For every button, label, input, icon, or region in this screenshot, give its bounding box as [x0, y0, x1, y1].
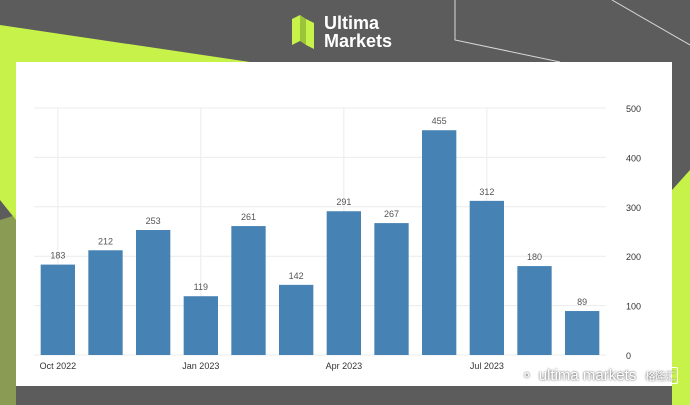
bar-9: [469, 200, 504, 355]
bar-value-label-9: 312: [479, 187, 494, 197]
bar-11: [565, 311, 600, 355]
bar-value-label-1: 212: [98, 236, 113, 246]
y-tick-label-4: 400: [626, 153, 641, 163]
bar-value-label-6: 291: [336, 197, 351, 207]
bar-value-label-10: 180: [527, 252, 542, 262]
y-tick-label-5: 500: [626, 104, 641, 114]
logo-line1: Ultima: [324, 13, 380, 33]
bar-2: [136, 230, 171, 355]
bar-value-label-5: 142: [289, 271, 304, 281]
bar-0: [40, 264, 75, 355]
bar-5: [279, 284, 314, 355]
y-tick-label-1: 100: [626, 302, 641, 312]
chart-card: 0 100 200 300 400 500 183 212 253 119 261 142 291 267…: [16, 62, 672, 386]
wechat-icon: ⚬: [521, 367, 533, 383]
bar-6: [326, 211, 361, 355]
bar-8: [422, 130, 457, 355]
bar-10: [517, 266, 552, 355]
logo-mark-icon: [292, 15, 314, 49]
watermark-badge: 格隆汇: [642, 367, 679, 384]
bar-value-label-2: 253: [146, 216, 161, 226]
watermark-text: ultima markets: [538, 367, 637, 384]
bar-3: [183, 296, 218, 355]
logo-line2: Markets: [324, 31, 393, 51]
bar-1: [88, 250, 123, 355]
y-tick-label-3: 300: [626, 203, 641, 213]
bar-value-label-8: 455: [432, 116, 447, 126]
logo-text: Ultima Markets: [324, 14, 392, 50]
bar-value-label-4: 261: [241, 212, 256, 222]
bar-value-label-11: 89: [577, 297, 587, 307]
bar-7: [374, 223, 409, 355]
bar-value-label-0: 183: [50, 251, 65, 261]
bar-value-label-7: 267: [384, 209, 399, 219]
bar-value-label-3: 119: [194, 282, 208, 292]
x-tick-label-1: Jan 2023: [182, 361, 219, 371]
y-tick-label-2: 200: [626, 252, 641, 262]
x-tick-label-0: Oct 2022: [40, 361, 77, 371]
bar-chart: 0 100 200 300 400 500 183 212 253 119 261 142 291 267…: [34, 104, 641, 371]
x-tick-label-2: Apr 2023: [326, 361, 363, 371]
x-tick-label-3: Jul 2023: [470, 361, 504, 371]
bar-4: [231, 226, 266, 355]
ultima-markets-logo: Ultima Markets: [292, 14, 392, 50]
watermark: ⚬ ultima markets 格隆汇: [521, 367, 679, 384]
y-tick-label-0: 0: [626, 351, 631, 361]
